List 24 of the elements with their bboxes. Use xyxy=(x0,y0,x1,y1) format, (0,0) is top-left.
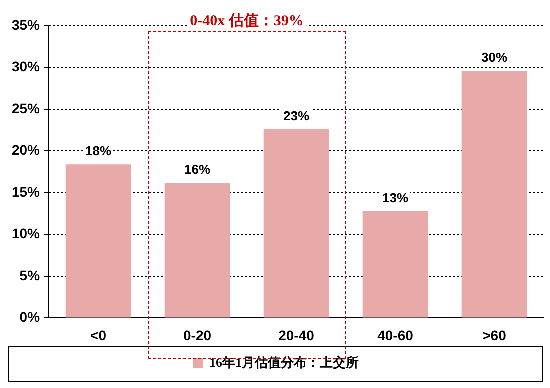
data-label: 23% xyxy=(283,108,310,124)
data-label: 13% xyxy=(382,190,409,206)
annotation: 0-40x 估值：39% xyxy=(190,12,304,30)
y-tick-label: 10% xyxy=(12,226,41,242)
y-tick-label: 30% xyxy=(12,58,41,75)
y-tick-label: 25% xyxy=(12,100,41,116)
y-tick-label: 20% xyxy=(12,142,41,158)
x-tick-label: 40-60 xyxy=(378,327,414,344)
bar xyxy=(362,211,428,318)
data-label: 30% xyxy=(481,50,508,66)
y-tick-label: 0% xyxy=(20,309,41,326)
bar xyxy=(164,182,230,318)
y-tick-label: 35% xyxy=(12,16,41,33)
y-tick-label: 5% xyxy=(20,267,41,284)
bar xyxy=(264,130,330,318)
x-tick-label: 0-20 xyxy=(184,327,212,344)
x-tick-label: >60 xyxy=(482,327,507,344)
x-tick-label: <0 xyxy=(90,327,107,344)
y-tick-label: 15% xyxy=(12,184,41,200)
data-label: 16% xyxy=(184,162,211,178)
bar xyxy=(462,71,528,318)
x-tick-label: 20-40 xyxy=(278,327,315,344)
data-label: 18% xyxy=(86,144,112,159)
bar xyxy=(66,164,132,318)
